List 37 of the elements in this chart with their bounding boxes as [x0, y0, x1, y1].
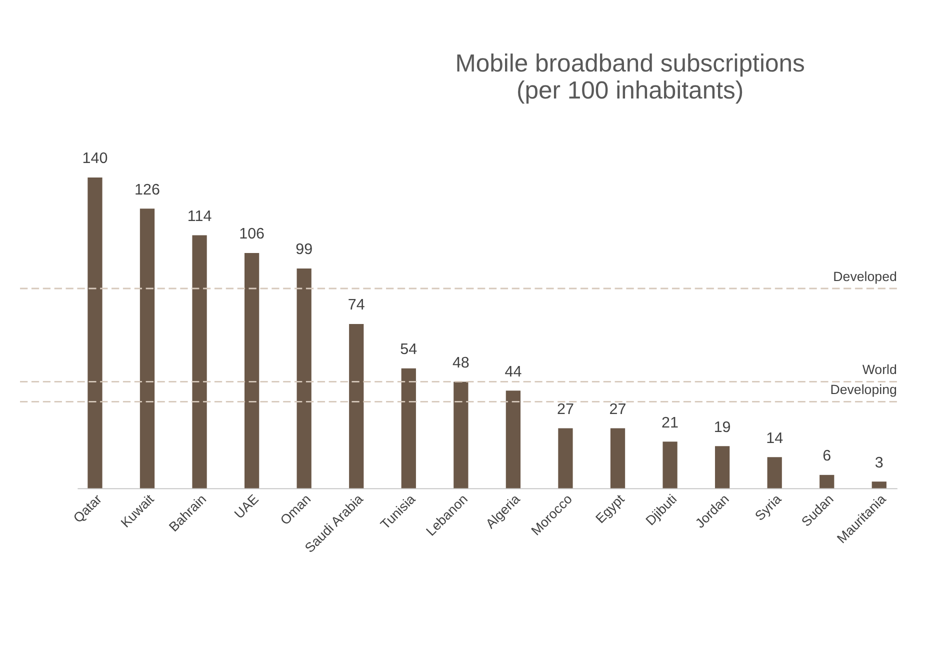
data-label: 126	[134, 181, 160, 198]
data-label: 44	[504, 363, 522, 380]
text: (per 100 inhabitants)	[516, 77, 744, 104]
bar	[88, 178, 102, 488]
bar	[244, 252, 260, 488]
data-label: 54	[400, 341, 418, 358]
bar	[401, 368, 416, 488]
bar	[506, 390, 521, 488]
bar	[454, 382, 468, 488]
bar	[610, 428, 626, 488]
data-label: 14	[766, 430, 784, 447]
data-label: 27	[556, 401, 574, 418]
bar	[192, 235, 207, 488]
bar	[296, 268, 312, 488]
data-label: 99	[296, 241, 313, 258]
data-label: 140	[82, 150, 108, 168]
bar	[872, 482, 886, 488]
data-label: 3	[874, 454, 884, 472]
data-label: 114	[187, 208, 212, 225]
ref-line-label: World	[862, 362, 897, 378]
bar	[662, 442, 678, 488]
bar	[558, 428, 573, 488]
ref-line-label: Developing	[830, 382, 897, 398]
data-label: 19	[714, 418, 731, 436]
data-label: 27	[609, 401, 626, 418]
data-label: 74	[348, 296, 366, 314]
data-label: 21	[662, 414, 679, 432]
bar	[820, 474, 834, 488]
bar	[349, 324, 364, 488]
bar	[140, 208, 155, 488]
bar	[714, 446, 730, 488]
bar	[767, 457, 782, 488]
data-label: 48	[452, 354, 470, 372]
data-label: 6	[822, 448, 832, 465]
text: Mobile broadband subscriptions	[455, 50, 805, 78]
ref-line-label: Developed	[833, 268, 897, 284]
data-label: 106	[239, 226, 265, 243]
